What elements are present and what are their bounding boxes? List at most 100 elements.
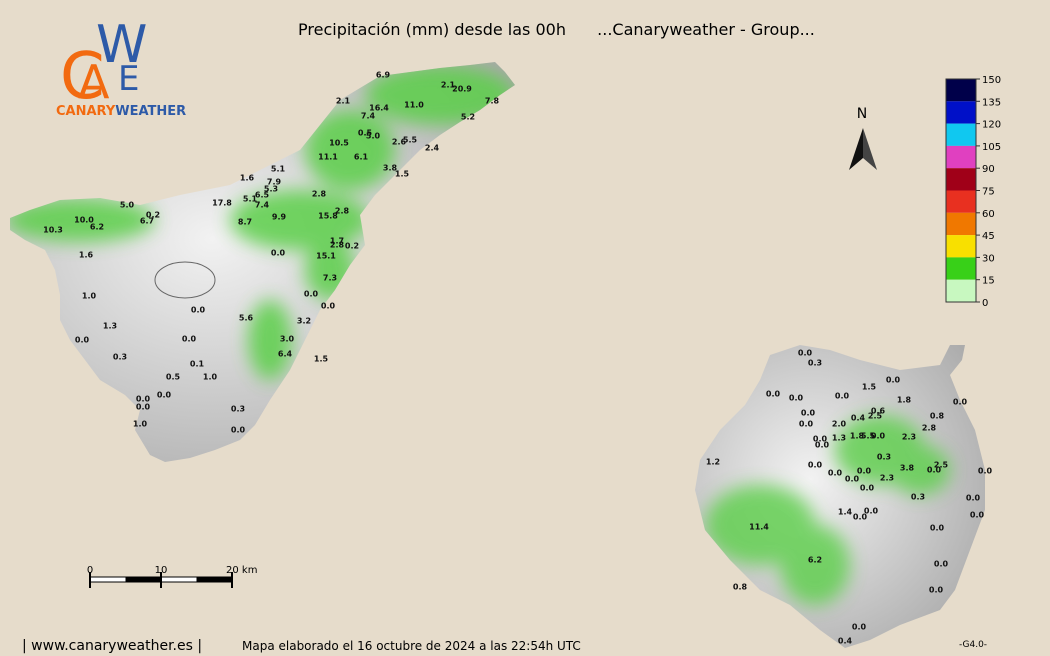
scale-bar-segment (196, 577, 232, 582)
station-value: 5.5 (403, 136, 418, 145)
station-value: 1.5 (862, 383, 877, 392)
station-value: 0.0 (798, 349, 813, 358)
station-value: 0.0 (271, 249, 286, 258)
station-value: 2.0 (832, 420, 847, 429)
station-value: 0.0 (801, 409, 816, 418)
map-title: Precipitación (mm) desde las 00h (298, 20, 566, 39)
station-value: 2.4 (425, 144, 440, 153)
station-value: 3.0 (280, 335, 295, 344)
station-value: 0.0 (930, 524, 945, 533)
station-value: 0.3 (231, 405, 245, 414)
station-value: 2.1 (336, 97, 351, 106)
station-value: 3.8 (900, 464, 915, 473)
legend-label: 15 (982, 276, 995, 287)
gran-canaria-island (695, 345, 985, 648)
station-value: 0.0 (857, 467, 872, 476)
scale-label: 20 km (226, 565, 257, 576)
station-value: 2.8 (922, 424, 937, 433)
legend-swatch (946, 212, 976, 236)
station-value: 0.8 (930, 412, 945, 421)
station-value: 1.5 (395, 170, 410, 179)
station-value: 0.0 (766, 390, 781, 399)
legend-label: 30 (982, 253, 995, 264)
station-value: 7.9 (267, 178, 282, 187)
station-value: 15.8 (318, 212, 338, 221)
station-value: 2.5 (934, 461, 949, 470)
legend-swatch (946, 101, 976, 124)
station-value: 1.8 (850, 432, 865, 441)
legend-swatch (946, 190, 976, 213)
logo-letter: W (96, 15, 147, 75)
station-value: 11.4 (749, 523, 769, 532)
station-value: 0.0 (799, 420, 814, 429)
station-value: 2.1 (441, 81, 456, 90)
station-value: 5.0 (120, 201, 135, 210)
station-value: 0.0 (852, 623, 867, 632)
logo: C A W E CANARYWEATHER (56, 15, 186, 119)
station-value: 10.5 (329, 139, 349, 148)
station-value: 0.0 (75, 336, 90, 345)
station-value: 0.0 (978, 467, 993, 476)
station-value: 2.3 (902, 433, 916, 442)
station-value: 0.0 (864, 507, 879, 516)
station-value: 0.3 (911, 493, 925, 502)
station-value: 0.6 (871, 407, 886, 416)
station-value: 0.0 (815, 441, 830, 450)
station-value: 1.0 (82, 292, 97, 301)
station-value: 0.1 (190, 360, 205, 369)
footer-note: Mapa elaborado el 16 octubre de 2024 a l… (242, 639, 581, 653)
station-value: 3.8 (383, 164, 398, 173)
legend-label: 45 (982, 231, 995, 242)
station-value: 5.6 (239, 314, 254, 323)
brand-first: CANARY (56, 104, 116, 119)
station-value: 2.5 (868, 412, 883, 421)
station-value: 5.5 (861, 432, 876, 441)
station-value: 1.6 (240, 174, 255, 183)
station-value: 6.4 (278, 350, 293, 359)
station-value: 0.2 (146, 211, 160, 220)
station-value: 0.5 (166, 373, 181, 382)
station-value: 7.3 (323, 274, 337, 283)
station-value: 0.0 (321, 302, 336, 311)
station-value: 11.0 (404, 101, 424, 110)
station-value: 1.6 (79, 251, 94, 260)
north-label: N (857, 106, 867, 122)
station-value: 0.4 (851, 414, 866, 423)
legend-swatch (946, 145, 976, 169)
logo-brand: CANARYWEATHER (56, 104, 186, 119)
station-value: 1.0 (133, 420, 148, 429)
station-value: 1.2 (706, 458, 720, 467)
scale-label: 10 (155, 565, 168, 576)
station-value: 9.9 (272, 213, 287, 222)
logo-letter: E (118, 59, 139, 99)
legend-label: 0 (982, 298, 988, 309)
station-value: 2.3 (880, 474, 894, 483)
station-value: 10.0 (74, 216, 94, 225)
legend-label: 90 (982, 164, 995, 175)
station-value: 1.4 (838, 508, 853, 517)
legend-label: 135 (982, 97, 1001, 108)
station-value: 0.0 (886, 376, 901, 385)
station-value: 0.0 (157, 391, 172, 400)
station-value: 1.3 (103, 322, 117, 331)
station-value: 20.9 (452, 85, 472, 94)
station-value: 0.0 (970, 511, 985, 520)
station-value: 0.0 (813, 435, 828, 444)
station-value: 0.0 (136, 403, 151, 412)
station-value: 1.8 (897, 396, 912, 405)
station-value: 0.0 (871, 432, 886, 441)
station-value: 2.8 (335, 207, 350, 216)
station-value: 0.0 (953, 398, 968, 407)
station-value: 0.0 (136, 395, 151, 404)
scale-label: 0 (87, 565, 93, 576)
station-value: 7.4 (255, 201, 270, 210)
station-value: 6.9 (376, 71, 391, 80)
station-value: 7.4 (361, 112, 376, 121)
station-value: 5.3 (264, 185, 278, 194)
station-value: 0.3 (808, 359, 822, 368)
station-value: 5.0 (366, 132, 381, 141)
station-value: 0.0 (191, 306, 206, 315)
station-value: 0.0 (789, 394, 804, 403)
station-value: 2.8 (312, 190, 327, 199)
